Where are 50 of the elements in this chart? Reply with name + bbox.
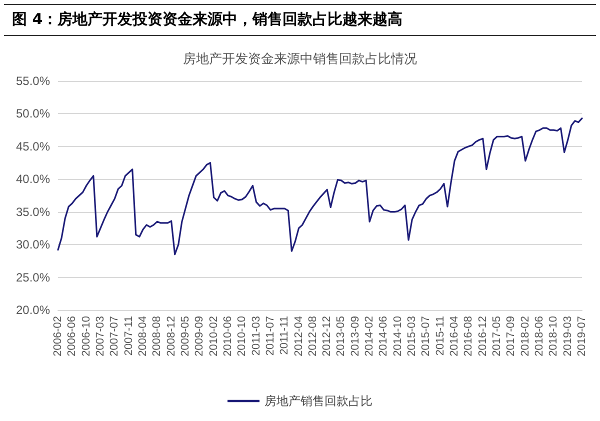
y-tick-label: 40.0%: [16, 172, 50, 186]
x-tick-label: 2008-04: [136, 316, 149, 356]
x-tick-label: 2018-02: [519, 316, 532, 356]
y-tick-label: 45.0%: [16, 139, 50, 154]
y-tick-label: 30.0%: [16, 238, 50, 252]
x-tick-label: 2012-04: [292, 316, 305, 356]
x-tick-label: 2012-08: [306, 316, 319, 356]
x-tick-label: 2012-12: [321, 316, 334, 356]
x-tick-label: 2017-09: [505, 316, 518, 356]
x-tick-label: 2006-02: [52, 316, 64, 356]
y-tick-label: 35.0%: [16, 204, 50, 219]
x-tick-label: 2013-05: [335, 316, 348, 356]
chart-title: 房地产开发资金来源中销售回款占比情况: [183, 51, 417, 67]
x-tick-label: 2016-08: [462, 316, 475, 356]
x-tick-label: 2007-03: [94, 316, 106, 356]
x-tick-label: 2010-10: [236, 316, 248, 356]
x-tick-label: 2014-02: [364, 316, 376, 356]
y-tick-label: 50.0%: [16, 106, 50, 121]
x-tick-label: 2011-11: [278, 316, 291, 355]
x-tick-label: 2018-06: [534, 316, 546, 356]
x-tick-label: 2016-12: [476, 316, 489, 356]
y-tick-label: 20.0%: [16, 303, 50, 317]
x-tick-label: 2008-08: [151, 316, 164, 356]
x-tick-label: 2014-10: [392, 316, 404, 356]
x-tick-label: 2019-03: [562, 316, 574, 356]
x-tick-label: 2011-03: [250, 316, 262, 356]
x-tick-label: 2009-05: [179, 316, 192, 356]
x-tick-label: 2017-05: [491, 316, 504, 356]
x-tick-label: 2009-09: [194, 316, 206, 356]
legend-label: 房地产销售回款占比: [264, 394, 372, 408]
y-tick-label: 55.0%: [16, 74, 50, 88]
x-tick-label: 2015-07: [420, 316, 432, 356]
x-tick-label: 2008-12: [165, 316, 178, 356]
y-tick-label: 25.0%: [16, 270, 50, 284]
x-tick-label: 2010-02: [208, 316, 220, 356]
x-tick-label: 2015-11: [434, 316, 446, 356]
line-series: [57, 117, 583, 256]
x-tick-label: 2007-07: [108, 316, 121, 356]
x-tick-label: 2006-06: [66, 316, 78, 356]
chart-subtitle: 图 4：房地产开发投资资金来源中，销售回款占比越来越高: [4, 4, 596, 36]
x-tick-label: 2006-10: [80, 316, 92, 356]
x-tick-label: 2015-03: [406, 316, 418, 356]
x-tick-label: 2013-09: [349, 316, 362, 356]
x-tick-label: 2014-06: [378, 316, 390, 356]
x-tick-label: 2007-11: [122, 316, 135, 356]
x-tick-label: 2016-04: [448, 316, 461, 356]
x-tick-label: 2018-10: [548, 316, 560, 356]
x-tick-label: 2010-06: [222, 316, 234, 356]
x-tick-label: 2019-07: [576, 316, 588, 356]
x-tick-label: 2011-07: [264, 316, 276, 356]
